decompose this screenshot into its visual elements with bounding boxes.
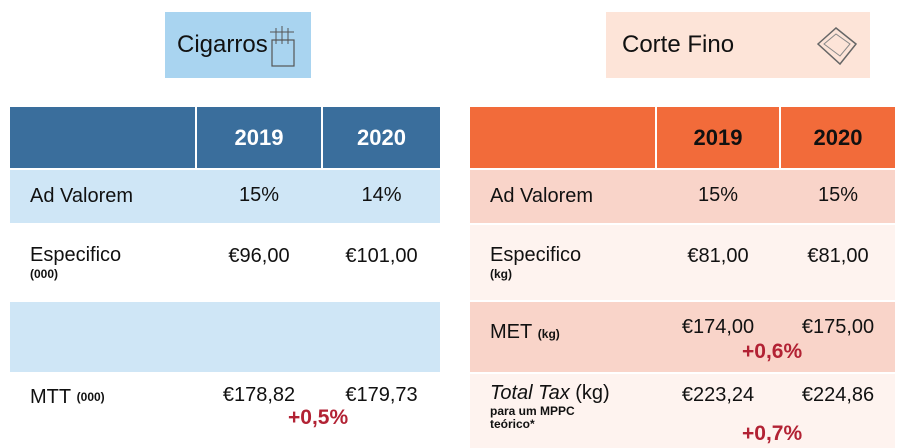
value: €81,00 xyxy=(807,245,869,267)
value: €179,73 xyxy=(345,384,418,406)
empty-row xyxy=(10,302,440,372)
row-label: MET (kg) xyxy=(470,302,655,362)
value: 15% xyxy=(817,184,859,206)
value: €96,00 xyxy=(228,245,290,267)
value: €178,82 xyxy=(222,384,296,406)
unit: (kg) xyxy=(575,382,610,404)
value: €224,86 xyxy=(801,384,875,406)
cigarette-icon xyxy=(270,26,295,67)
label: Total Tax xyxy=(490,382,570,404)
row-label: MTT (000) xyxy=(10,374,195,434)
row-bg xyxy=(10,170,440,223)
change: +0,7% xyxy=(742,422,803,445)
row-bg xyxy=(470,225,895,300)
cigarros-header: Cigarros xyxy=(165,12,311,78)
unit: (000) xyxy=(30,267,59,281)
year: 2020 xyxy=(323,107,440,168)
value: €81,00 xyxy=(687,245,749,267)
year: 2019 xyxy=(197,107,321,168)
note: para um MPPC teórico* xyxy=(490,404,575,431)
tobacco-icon xyxy=(816,27,858,66)
row-label: Especifico (000) xyxy=(10,225,195,300)
label: MET xyxy=(490,320,533,343)
title: Cigarros xyxy=(177,31,268,58)
title: Corte Fino xyxy=(622,31,735,58)
change: +0,5% xyxy=(288,406,349,429)
header-cell xyxy=(470,107,655,168)
row-label: Ad Valorem xyxy=(30,185,134,207)
label: Especifico xyxy=(490,244,582,266)
header-cell xyxy=(10,107,195,168)
unit: (kg) xyxy=(490,267,512,281)
value: 14% xyxy=(361,184,402,206)
year: 2020 xyxy=(781,107,895,168)
row-label: Especifico (kg) xyxy=(470,225,655,300)
value: €223,24 xyxy=(681,384,755,406)
year: 2019 xyxy=(657,107,779,168)
value: €101,00 xyxy=(345,245,418,267)
value: 15% xyxy=(697,184,739,206)
value: €174,00 xyxy=(681,316,755,338)
row-bg xyxy=(470,170,895,223)
unit: (000) xyxy=(76,390,105,404)
row-bg xyxy=(470,374,895,448)
row-label: Total Tax (kg) para um MPPC teórico* xyxy=(470,374,655,448)
value: €175,00 xyxy=(801,316,875,338)
label: MTT xyxy=(30,386,72,408)
label: Especifico xyxy=(30,244,122,266)
row-label: Ad Valorem xyxy=(490,185,594,207)
change: +0,6% xyxy=(742,340,803,363)
unit: (kg) xyxy=(537,327,560,341)
value: 15% xyxy=(238,184,280,206)
row-bg xyxy=(470,302,895,372)
